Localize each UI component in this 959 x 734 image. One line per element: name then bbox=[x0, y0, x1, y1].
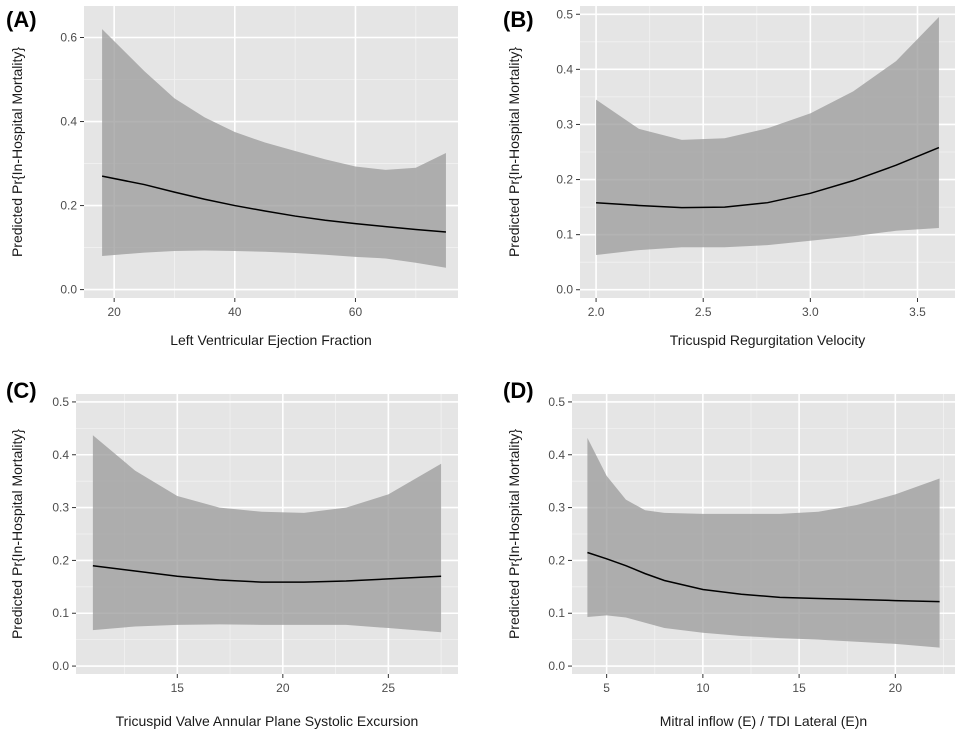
confidence-band-d bbox=[587, 437, 940, 648]
fitted-line-d bbox=[587, 551, 940, 603]
x-tick-label: 15 bbox=[171, 681, 185, 695]
fitted-line-b bbox=[596, 146, 940, 209]
x-tick-label: 60 bbox=[349, 305, 363, 319]
y-tick-label: 0.1 bbox=[548, 606, 565, 620]
y-tick-label: 0.4 bbox=[548, 448, 565, 462]
panel-d: 5 10 15 20 0.0 0.1 0.2 0.3 0.4 0.5 Mitral inflow (… bbox=[503, 378, 955, 729]
y-tick-label: 0.2 bbox=[548, 553, 565, 567]
panel-c: 15 20 25 0.0 0.1 0.2 0.3 0.4 0.5 Tricuspid Valve … bbox=[6, 378, 458, 729]
y-tick-label: 0.3 bbox=[548, 501, 565, 515]
panel-label-d: (D) bbox=[503, 378, 534, 403]
y-tick-label: 0.0 bbox=[60, 283, 77, 297]
x-axis-title: Tricuspid Regurgitation Velocity bbox=[670, 332, 866, 348]
y-tick-label: 0.4 bbox=[556, 62, 573, 76]
y-tick-label: 0.0 bbox=[556, 283, 573, 297]
y-axis-title: Predicted Pr{In-Hospital Mortality} bbox=[9, 47, 25, 257]
confidence-band-c bbox=[92, 435, 442, 633]
y-tick-label: 0.5 bbox=[556, 7, 573, 21]
y-tick-label: 0.6 bbox=[60, 31, 77, 45]
y-tick-label: 0.5 bbox=[548, 395, 565, 409]
y-tick-label: 0.2 bbox=[52, 553, 69, 567]
x-tick-label: 25 bbox=[382, 681, 396, 695]
y-tick-label: 0.0 bbox=[52, 659, 69, 673]
panel-b: 2.0 2.5 3.0 3.5 0.0 0.1 0.2 0.3 0.4 0.5 Tricuspid … bbox=[503, 6, 955, 348]
confidence-band-a bbox=[102, 29, 446, 268]
x-tick-label: 40 bbox=[228, 305, 242, 319]
y-axis-title: Predicted Pr{In-Hospital Mortality} bbox=[506, 47, 522, 257]
panel-label-a: (A) bbox=[6, 7, 37, 32]
panel-label-c: (C) bbox=[6, 378, 37, 403]
x-axis-title: Tricuspid Valve Annular Plane Systolic E… bbox=[116, 713, 419, 729]
y-tick-label: 0.2 bbox=[556, 173, 573, 187]
x-tick-label: 20 bbox=[276, 681, 290, 695]
confidence-band-b bbox=[596, 17, 939, 256]
x-tick-label: 3.5 bbox=[909, 305, 926, 319]
y-tick-label: 0.3 bbox=[52, 501, 69, 515]
y-tick-label: 0.4 bbox=[60, 115, 77, 129]
y-tick-label: 0.4 bbox=[52, 448, 69, 462]
x-tick-label: 10 bbox=[696, 681, 710, 695]
fitted-line-a bbox=[101, 175, 447, 233]
x-axis-title: Mitral inflow (E) / TDI Lateral (E)n bbox=[660, 713, 867, 729]
y-tick-label: 0.1 bbox=[556, 228, 573, 242]
panel-a: 20 40 60 0.0 0.2 0.4 0.6 Left Ventricular Eject… bbox=[6, 6, 458, 348]
x-axis-title: Left Ventricular Ejection Fraction bbox=[170, 332, 372, 348]
panel-label-b: (B) bbox=[503, 7, 534, 32]
x-tick-label: 5 bbox=[603, 681, 610, 695]
y-tick-label: 0.5 bbox=[52, 395, 69, 409]
fitted-line-c bbox=[92, 564, 442, 583]
x-tick-label: 2.0 bbox=[588, 305, 605, 319]
x-tick-label: 20 bbox=[889, 681, 903, 695]
x-tick-label: 15 bbox=[792, 681, 806, 695]
y-axis-title: Predicted Pr{In-Hospital Mortality} bbox=[506, 429, 522, 639]
y-tick-label: 0.1 bbox=[52, 606, 69, 620]
y-tick-label: 0.2 bbox=[60, 199, 77, 213]
x-tick-label: 3.0 bbox=[802, 305, 819, 319]
y-tick-label: 0.0 bbox=[548, 659, 565, 673]
y-tick-label: 0.3 bbox=[556, 117, 573, 131]
x-tick-label: 20 bbox=[107, 305, 121, 319]
y-axis-title: Predicted Pr{In-Hospital Mortality} bbox=[9, 429, 25, 639]
x-tick-label: 2.5 bbox=[695, 305, 712, 319]
